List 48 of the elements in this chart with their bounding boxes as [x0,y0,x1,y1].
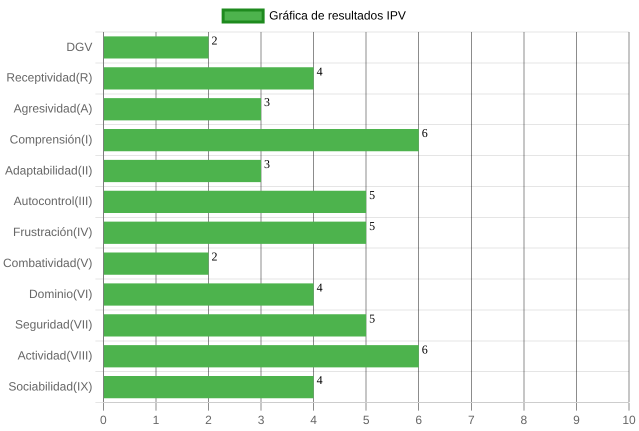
bar [104,98,262,120]
y-tick-label: Receptividad(R) [6,70,92,85]
x-tick-label: 10 [622,413,636,428]
data-label: 5 [369,311,376,326]
data-label: 3 [264,157,270,172]
y-tick-label: Actividad(VIII) [18,348,92,363]
bar [104,190,366,213]
x-tick-label: 4 [310,413,318,428]
legend-label: Gráfica de resultados IPV [269,8,406,22]
data-label: 6 [422,126,428,140]
bar [104,252,208,275]
bar [104,67,314,90]
x-tick-label: 1 [152,413,160,428]
x-tick-label: 9 [573,413,580,428]
data-label: 5 [369,218,376,233]
data-label: 2 [211,250,218,264]
x-tick-label: 0 [100,413,108,428]
bar [104,314,366,337]
data-label: 6 [422,342,428,356]
x-tick-label: 8 [520,413,528,428]
y-tick-label: Dominio(VI) [29,286,92,301]
data-label: 4 [316,373,323,388]
bar [104,283,314,306]
y-tick-label: Combatividad(V) [2,256,92,270]
bar [104,222,366,244]
x-tick-label: 7 [468,413,475,428]
bar [104,36,208,59]
x-tick-label: 6 [415,413,422,428]
data-label: 2 [211,33,218,48]
y-tick-label: Sociabilidad(IX) [8,379,92,394]
y-tick-label: Frustración(IV) [13,225,92,240]
data-label: 5 [369,188,376,202]
y-tick-label: Agresividad(A) [14,102,92,116]
x-tick-label: 5 [362,413,370,428]
bar [104,160,262,182]
y-tick-label: Seguridad(VII) [14,318,92,332]
y-tick-label: DGV [66,40,92,54]
data-label: 4 [316,64,323,78]
data-label: 3 [264,95,270,110]
y-tick-label: Comprensión(I) [10,132,92,146]
bar [104,345,419,368]
y-tick-label: Autocontrol(III) [14,194,92,208]
bar [104,128,419,152]
x-tick-label: 2 [205,413,212,428]
bar [104,376,314,398]
data-label: 4 [316,280,323,295]
x-tick-label: 3 [258,413,265,428]
y-tick-label: Adaptabilidad(II) [4,163,92,178]
